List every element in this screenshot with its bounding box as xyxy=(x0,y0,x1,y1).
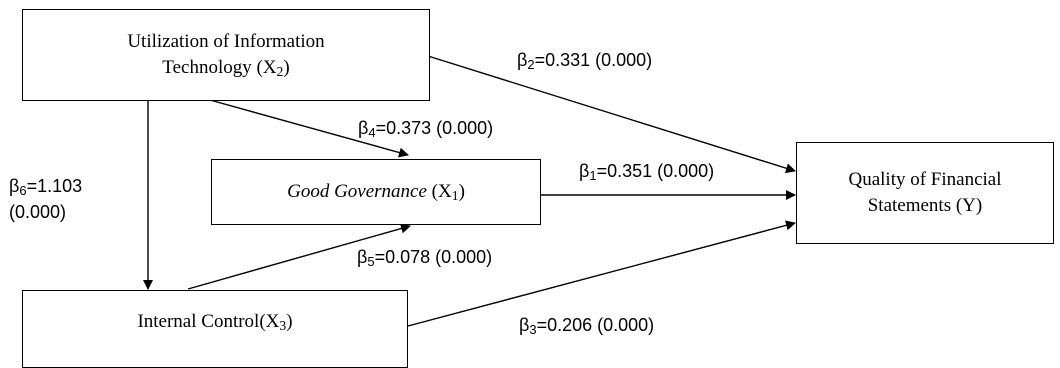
coef-b5-label: β5=0.078 (0.000) xyxy=(357,247,492,268)
coef-b1-symbol: β xyxy=(579,161,590,181)
node-x2-tail: ) xyxy=(283,57,290,78)
node-y-line2: Statements (Y) xyxy=(867,195,983,216)
node-x2-line1: Utilization of Information xyxy=(127,31,325,53)
node-x3-box: Internal Control(X3) xyxy=(22,290,408,368)
coef-b5-value: =0.078 (0.000) xyxy=(374,247,493,267)
coef-b5-symbol: β xyxy=(357,247,368,267)
arrow-x2-to-x1 xyxy=(209,99,409,158)
coef-b3-value: =0.206 (0.000) xyxy=(536,315,655,335)
node-x2-line2: Technology (X xyxy=(162,57,277,78)
node-x3-tail: ) xyxy=(286,311,293,332)
coef-b2-sub: 2 xyxy=(527,56,535,72)
coef-b1-sub: 1 xyxy=(589,167,597,183)
node-x3-subscript: 3 xyxy=(279,318,287,333)
node-x1-name: Good Governance xyxy=(287,181,427,203)
arrow-x3-to-x1 xyxy=(187,223,411,290)
node-x2-subscript: 2 xyxy=(276,64,284,79)
coef-b6-pvalue: (0.000) xyxy=(9,202,67,223)
node-x1-subscript: 1 xyxy=(451,188,459,204)
coef-b4-sub: 4 xyxy=(368,124,376,140)
coef-b6-symbol: β xyxy=(9,176,20,196)
node-x3-name: Internal Control(X xyxy=(137,311,280,332)
coef-b3-sub: 3 xyxy=(529,321,537,337)
coef-b6-label: β6=1.103 (0.000) xyxy=(9,173,82,225)
node-x1-var: (X xyxy=(426,181,452,203)
node-x1-box: Good Governance (X1) xyxy=(211,159,541,225)
arrows-layer xyxy=(143,55,796,327)
node-x2-box: Utilization of Information Technology (X… xyxy=(22,9,430,101)
path-diagram: Utilization of Information Technology (X… xyxy=(9,9,1054,368)
coef-b2-symbol: β xyxy=(517,50,528,70)
coef-b6-sub: 6 xyxy=(19,182,27,198)
coef-b1-value: =0.351 (0.000) xyxy=(596,161,715,181)
node-y-box: Quality of Financial Statements (Y) xyxy=(796,142,1054,244)
coef-b3-symbol: β xyxy=(519,315,530,335)
coef-b1-label: β1=0.351 (0.000) xyxy=(579,161,714,182)
coef-b4-value: =0.373 (0.000) xyxy=(375,118,494,138)
coef-b4-label: β4=0.373 (0.000) xyxy=(358,118,493,139)
coef-b2-label: β2=0.331 (0.000) xyxy=(517,50,652,71)
node-x1-tail: ) xyxy=(458,181,465,203)
arrow-x2-to-y xyxy=(427,55,796,174)
arrow-x3-to-y xyxy=(407,220,796,327)
coef-b6-value: =1.103 xyxy=(26,176,83,196)
coef-b5-sub: 5 xyxy=(367,253,375,269)
coef-b4-symbol: β xyxy=(358,118,369,138)
node-y-line1: Quality of Financial xyxy=(848,169,1002,191)
coef-b3-label: β3=0.206 (0.000) xyxy=(519,315,654,336)
coef-b2-value: =0.331 (0.000) xyxy=(534,50,653,70)
